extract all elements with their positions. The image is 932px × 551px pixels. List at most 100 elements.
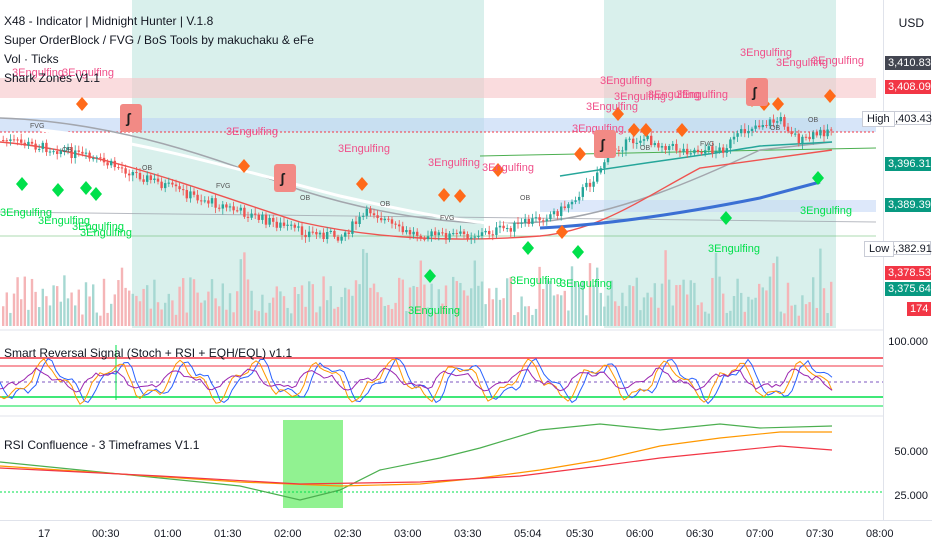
volume-bar <box>718 276 721 326</box>
time-axis[interactable]: 17 00:30 01:00 01:30 02:00 02:30 03:00 0… <box>0 520 932 551</box>
volume-bar <box>394 302 397 326</box>
candle-body <box>218 207 221 209</box>
signal-label: 3Engulfing <box>708 243 760 255</box>
candle-body <box>387 218 390 220</box>
rsi-tick: 50.000 <box>894 446 928 458</box>
candle-body <box>495 227 498 235</box>
green-diamond-icon <box>16 177 28 191</box>
volume-bar <box>390 308 394 326</box>
volume-bar <box>20 299 23 326</box>
volume-bar <box>81 314 84 326</box>
volume-bar <box>77 289 80 326</box>
legend-line-3[interactable]: Vol · Ticks <box>4 52 59 66</box>
marker-tag: OB <box>62 147 72 154</box>
candle-body <box>660 146 664 148</box>
candle-body <box>477 235 480 237</box>
candle-body <box>639 140 642 143</box>
candle-body <box>707 146 710 151</box>
volume-bar <box>502 298 505 326</box>
candle-body <box>711 146 714 154</box>
volume-bar <box>246 279 250 326</box>
oscillator-title[interactable]: Smart Reversal Signal (Stoch + RSI + EQH… <box>4 346 293 360</box>
candle-body <box>545 219 548 221</box>
volume-bar <box>149 308 152 326</box>
candle-body <box>38 148 41 150</box>
volume-bar <box>650 297 653 326</box>
volume-bar <box>113 294 116 326</box>
volume-bar <box>797 315 800 326</box>
candle-body <box>63 149 66 151</box>
green-diamond-icon <box>572 245 584 259</box>
price-scale[interactable]: USD 3,410.830 3,408.099 3,403.430 3,396.… <box>883 0 932 520</box>
volume-bar <box>578 284 581 326</box>
volume-bar <box>682 279 685 326</box>
orange-diamond-icon <box>454 189 466 203</box>
legend-line-1[interactable]: X48 - Indicator | Midnight Hunter | V.1.… <box>4 14 214 28</box>
volume-bar <box>567 310 570 326</box>
volume-bar <box>729 310 732 326</box>
volume-bar <box>322 276 325 326</box>
candle-body <box>797 133 800 144</box>
candle-body <box>88 152 91 159</box>
time-label: 17 <box>38 528 51 540</box>
volume-bar <box>250 290 253 326</box>
candle-body <box>264 214 268 225</box>
volume-bar <box>365 252 368 326</box>
candle-body <box>250 213 253 218</box>
legend-line-2[interactable]: Super OrderBlock / FVG / BoS Tools by ma… <box>4 33 314 47</box>
volume-bar <box>48 305 52 326</box>
chart-canvas[interactable]: 3Engulfing 3Engulfing 3Engulfing 3Engulfing… <box>0 0 932 520</box>
orange-diamond-icon <box>676 123 688 137</box>
price-tag: 3,396.312 <box>885 157 932 171</box>
candle-body <box>390 219 394 224</box>
signal-label: 3Engulfing <box>338 143 390 155</box>
volume-bar <box>56 286 59 326</box>
rsi-title[interactable]: RSI Confluence - 3 Timeframes V1.1 <box>4 438 200 452</box>
volume-bar <box>448 308 451 326</box>
volume-bar <box>574 281 577 326</box>
candle-body <box>106 162 109 166</box>
candle-body <box>635 142 638 144</box>
candle-body <box>189 191 192 199</box>
volume-bar <box>401 279 404 326</box>
ma-green <box>559 141 833 177</box>
volume-bar <box>538 266 541 326</box>
legend-line-4[interactable]: Shark Zones V1.1 <box>4 71 101 85</box>
oscillator-line <box>0 367 833 393</box>
currency-button[interactable]: USD <box>898 16 924 30</box>
candle-body <box>275 221 278 228</box>
signal-label: 3Engulfing <box>648 89 700 101</box>
volume-bar <box>491 299 494 326</box>
candle-body <box>794 133 797 135</box>
candle-body <box>221 204 224 209</box>
candle-body <box>462 231 466 235</box>
volume-bar <box>344 287 347 326</box>
volume-bar <box>146 285 149 326</box>
candle-body <box>56 151 59 155</box>
signal-label: 3Engulfing <box>560 278 612 290</box>
volume-bar <box>117 280 120 326</box>
candle-body <box>419 235 422 239</box>
volume-bar <box>804 304 808 326</box>
candle-body <box>372 213 376 216</box>
candle-body <box>714 150 718 154</box>
volume-bar <box>315 312 318 326</box>
candle-body <box>300 226 304 235</box>
volume-bar <box>822 288 826 326</box>
candle-body <box>444 232 448 240</box>
volume-bar <box>495 287 498 326</box>
volume-bar <box>297 294 300 326</box>
volume-bar <box>693 282 696 326</box>
candle-body <box>344 232 347 237</box>
volume-bar <box>527 306 530 326</box>
volume-bar <box>549 281 552 326</box>
volume-bar <box>329 286 332 326</box>
candle-body <box>74 150 77 159</box>
orange-diamond-icon <box>574 147 586 161</box>
candle-body <box>376 215 379 219</box>
volume-bar <box>102 278 106 326</box>
candle-body <box>279 222 282 228</box>
volume-bar <box>340 297 343 326</box>
candle-body <box>621 150 624 152</box>
